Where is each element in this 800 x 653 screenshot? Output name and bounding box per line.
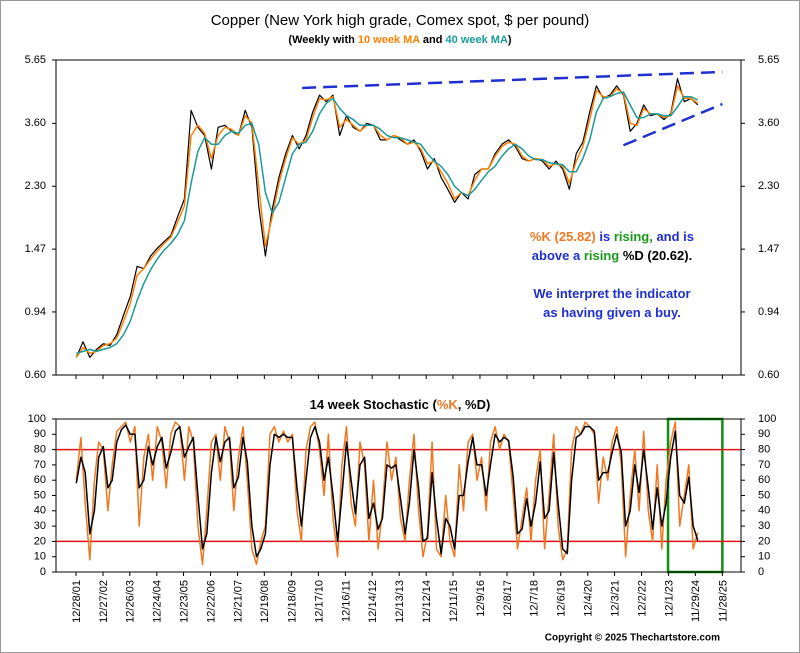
legend-entry: 10 week MA <box>358 34 420 46</box>
y2-tick-label: 40 <box>758 505 770 517</box>
panel-title: (Weekly with 10 week MA and 40 week MA) <box>288 34 512 46</box>
y-tick-label: 90 <box>34 428 46 440</box>
annotation-part: %D (20.62). <box>619 248 692 263</box>
series-line <box>76 91 699 355</box>
title-part: ) <box>508 34 512 46</box>
y2-tick-label: 5.65 <box>758 54 779 66</box>
x-tick-label: 12/16/11 <box>340 580 352 622</box>
y-tick-label: 0.60 <box>25 369 46 381</box>
x-tick-label: 12/2/22 <box>636 580 648 617</box>
series-line <box>75 424 699 558</box>
x-tick-label: 12/4/20 <box>583 580 595 617</box>
copyright: Copyright © 2025 Thechartstore.com <box>545 633 720 644</box>
title-part: 14 week Stochastic ( <box>310 397 438 412</box>
y2-tick-label: 60 <box>758 474 770 486</box>
y-tick-label: 80 <box>34 444 46 456</box>
legend-entry: %D <box>465 397 486 412</box>
y2-tick-label: 50 <box>758 489 770 501</box>
x-tick-label: 12/9/16 <box>475 580 487 617</box>
y-tick-label: 100 <box>28 413 46 425</box>
y2-tick-label: 30 <box>758 520 770 532</box>
title-part: (Weekly with <box>288 34 357 46</box>
y2-tick-label: 2.30 <box>758 180 779 192</box>
series-line <box>75 85 699 358</box>
x-tick-label: 12/12/14 <box>421 580 433 623</box>
x-tick-label: 12/3/21 <box>609 580 621 617</box>
x-tick-label: 12/6/19 <box>556 580 568 617</box>
y2-tick-label: 3.60 <box>758 117 779 129</box>
x-tick-label: 12/1/23 <box>663 580 675 617</box>
y-tick-label: 70 <box>34 459 46 471</box>
y-tick-label: 50 <box>34 489 46 501</box>
x-tick-label: 12/23/05 <box>178 580 190 623</box>
chart-title: Copper (New York high grade, Comex spot,… <box>211 12 590 29</box>
annotation-part: is <box>596 229 614 244</box>
y-tick-label: 2.30 <box>25 180 46 192</box>
y-tick-label: 5.65 <box>25 54 46 66</box>
x-tick-label: 12/17/10 <box>313 580 325 623</box>
title-part: , <box>458 397 465 412</box>
x-tick-label: 12/13/13 <box>394 580 406 623</box>
y-tick-label: 3.60 <box>25 117 46 129</box>
x-tick-label: 12/27/02 <box>98 580 110 623</box>
x-tick-label: 12/22/06 <box>205 580 217 623</box>
panel-title: 14 week Stochastic (%K, %D) <box>310 397 491 412</box>
y-tick-label: 0.94 <box>25 306 46 318</box>
annotation-part: %K (25.82) <box>530 229 596 244</box>
x-tick-label: 12/24/04 <box>152 580 164 623</box>
annotation-part: rising <box>584 248 619 263</box>
x-tick-label: 12/28/01 <box>71 580 83 623</box>
annotation-part: and is <box>653 229 694 244</box>
y-tick-label: 1.47 <box>25 243 46 255</box>
y2-tick-label: 0.60 <box>758 369 779 381</box>
x-tick-label: 12/19/08 <box>259 580 271 623</box>
y2-tick-label: 1.47 <box>758 243 779 255</box>
annotation: as having given a buy. <box>543 305 681 320</box>
legend-entry: 40 week MA <box>446 34 508 46</box>
title-part: ) <box>486 397 490 412</box>
annotation-part: as having given a buy. <box>543 305 681 320</box>
x-tick-label: 11/29/24 <box>690 580 702 622</box>
y2-tick-label: 0 <box>758 566 764 578</box>
y2-tick-label: 100 <box>758 413 776 425</box>
y-tick-label: 60 <box>34 474 46 486</box>
x-tick-label: 12/7/18 <box>529 580 541 617</box>
y-tick-label: 0 <box>40 566 46 578</box>
annotation: We interpret the indicator <box>533 286 690 301</box>
annotation: above a rising %D (20.62). <box>532 248 692 263</box>
x-tick-label: 12/11/15 <box>448 580 460 622</box>
legend-entry: %K <box>437 397 459 412</box>
x-tick-label: 12/26/03 <box>125 580 137 623</box>
y-tick-label: 20 <box>34 535 46 547</box>
y-tick-label: 40 <box>34 505 46 517</box>
trendline <box>302 70 723 90</box>
plot-frame <box>55 59 742 376</box>
y2-tick-label: 90 <box>758 428 770 440</box>
title-part: and <box>420 34 446 46</box>
x-tick-label: 11/28/25 <box>717 580 729 622</box>
y2-tick-label: 20 <box>758 535 770 547</box>
trendline <box>622 102 723 147</box>
x-tick-label: 12/18/09 <box>286 580 298 623</box>
annotation-part: above a <box>532 248 584 263</box>
plot-frame <box>55 418 742 573</box>
y2-tick-label: 80 <box>758 444 770 456</box>
y-tick-label: 10 <box>34 551 46 563</box>
y2-tick-label: 0.94 <box>758 306 779 318</box>
y-tick-label: 30 <box>34 520 46 532</box>
x-tick-label: 12/21/07 <box>232 580 244 623</box>
annotation-part: We interpret the indicator <box>533 286 690 301</box>
y2-tick-label: 70 <box>758 459 770 471</box>
annotation-part: rising, <box>614 229 653 244</box>
y2-tick-label: 10 <box>758 551 770 563</box>
x-tick-label: 12/8/17 <box>502 580 514 617</box>
annotation: %K (25.82) is rising, and is <box>530 229 694 244</box>
x-tick-label: 12/14/12 <box>367 580 379 623</box>
